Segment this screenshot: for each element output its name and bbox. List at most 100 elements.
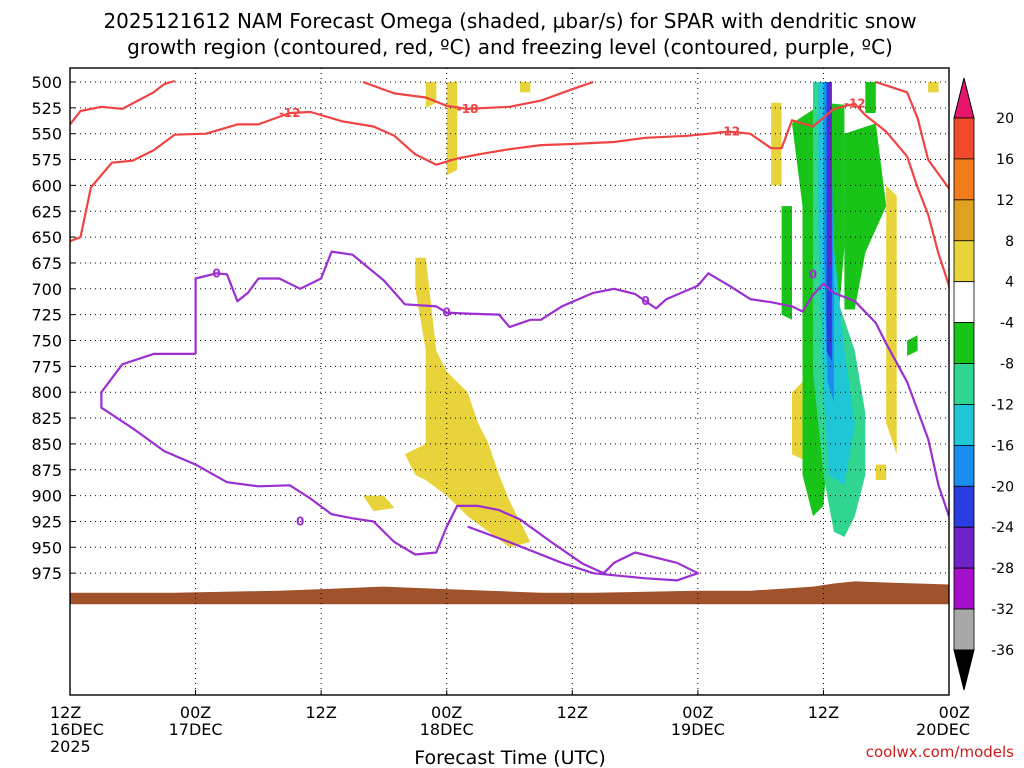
colorbar: 20 16 12 8 4 -4 -8 -12 -16 -20 -24 -28 -32 -36: [953, 77, 1014, 691]
y-tick-label-575: 575: [31, 151, 62, 170]
omega-region-9: [792, 381, 803, 460]
colorbar-box-3: [953, 199, 975, 242]
colorbar-box-10: [953, 485, 975, 528]
y-tick-label-700: 700: [31, 280, 62, 299]
x-tick-label-84-1: 20DEC: [916, 720, 970, 739]
colorbar-label-8: -16: [991, 438, 1014, 454]
x-tick-label-72-0: 12Z: [808, 703, 839, 722]
y-axis: 500 525 550 575 600 625 650 675 700 725 750 775 800 8…: [31, 73, 75, 583]
x-tick-label-48-0: 12Z: [557, 703, 588, 722]
y-tick-label-800: 800: [31, 383, 62, 402]
terrain-polygon: [70, 581, 949, 605]
x-axis-title: Forecast Time (UTC): [414, 747, 605, 768]
colorbar-box-13: [953, 608, 975, 651]
colorbar-top-triangle: [953, 77, 975, 119]
omega-region-14: [844, 123, 887, 310]
y-tick-label-925: 925: [31, 512, 62, 531]
y-tick-label-600: 600: [31, 176, 62, 195]
contour-labels: -12 -18 -12 -12 0 0 0 0 0: [212, 97, 865, 529]
contour-label-frz_e: 0: [296, 514, 304, 528]
colorbar-box-8: [953, 404, 975, 446]
y-tick-label-750: 750: [31, 332, 62, 351]
colorbar-box-2: [953, 158, 975, 201]
contour-label-dgz_c: -12: [718, 125, 740, 139]
contour-series-1: [70, 102, 949, 294]
x-tick-label-60-1: 19DEC: [671, 720, 725, 739]
omega-region-11: [875, 464, 887, 481]
y-tick-label-850: 850: [31, 435, 62, 454]
y-tick-label-650: 650: [31, 228, 62, 247]
omega-shading: [363, 82, 939, 548]
omega-region-6: [928, 82, 939, 93]
y-tick-label-525: 525: [31, 99, 62, 118]
colorbar-box-5: [953, 281, 975, 324]
plot-frame: [69, 67, 950, 696]
contour-label-frz_c: 0: [641, 294, 649, 308]
colorbar-label-4: 4: [1005, 275, 1014, 291]
omega-region-5: [771, 102, 782, 186]
contour-label-dgz_d: -12: [844, 97, 866, 111]
omega-region-16: [907, 335, 918, 356]
contour-series-4: [194, 250, 949, 517]
y-tick-label-950: 950: [31, 538, 62, 557]
x-tick-label-12-1: 17DEC: [169, 720, 223, 739]
x-tick-label-84-0: 00Z: [939, 703, 970, 722]
colorbar-label-7: -12: [991, 397, 1014, 413]
y-tick-label-975: 975: [31, 564, 62, 583]
colorbar-label-6: -8: [1000, 357, 1014, 373]
x-tick-label-0-2: 2025: [50, 737, 91, 756]
omega-region-0: [425, 82, 437, 108]
y-tick-label-725: 725: [31, 306, 62, 325]
x-tick-label-0-0: 12Z: [50, 703, 81, 722]
contour-label-frz_d: 0: [809, 267, 817, 281]
contour-series-0: [70, 79, 175, 126]
contour-series-3: [875, 80, 949, 191]
plot-area: -12 -18 -12 -12 0 0 0 0 0: [69, 67, 950, 696]
contour-label-frz_b: 0: [443, 306, 451, 320]
y-tick-label-550: 550: [31, 125, 62, 144]
y-tick-label-675: 675: [31, 254, 62, 273]
contour-label-dgz_b: -18: [457, 102, 479, 116]
omega-region-3: [404, 257, 531, 548]
y-tick-label-825: 825: [31, 409, 62, 428]
x-tick-label-12-0: 00Z: [180, 703, 211, 722]
x-tick-label-24-0: 12Z: [305, 703, 336, 722]
colorbar-box-6: [953, 322, 975, 364]
y-tick-label-775: 775: [31, 357, 62, 376]
x-tick-label-60-0: 00Z: [682, 703, 713, 722]
x-tick-label-36-1: 18DEC: [420, 720, 474, 739]
colorbar-bottom-triangle: [953, 649, 975, 691]
contour-series-5: [100, 352, 700, 582]
omega-region-12: [781, 206, 792, 320]
x-tick-label-36-0: 00Z: [431, 703, 462, 722]
colorbar-label-5: -4: [1000, 316, 1014, 332]
colorbar-label-0: 20: [996, 111, 1014, 127]
contour-series-2: [362, 80, 594, 111]
colorbar-label-3: 8: [1005, 234, 1014, 250]
colorbar-box-11: [953, 526, 975, 569]
colorbar-box-7: [953, 363, 975, 405]
y-tick-label-500: 500: [31, 73, 62, 92]
chart-title-line-2: growth region (contoured, red, ºC) and f…: [127, 35, 893, 59]
credit-text: coolwx.com/models: [866, 743, 1014, 761]
colorbar-label-1: 16: [996, 152, 1014, 168]
colorbar-label-13: -36: [991, 643, 1014, 659]
colorbar-label-10: -24: [991, 520, 1014, 536]
chart-title-line-1: 2025121612 NAM Forecast Omega (shaded, µ…: [103, 9, 916, 33]
omega-region-15: [865, 82, 876, 113]
contour-lines: [70, 79, 949, 582]
omega-region-10: [886, 185, 897, 455]
colorbar-label-11: -28: [991, 561, 1014, 577]
omega-region-21: [828, 82, 832, 269]
omega-region-2: [520, 82, 531, 93]
y-tick-label-900: 900: [31, 487, 62, 506]
terrain-fill: [70, 581, 949, 605]
colorbar-label-9: -20: [991, 479, 1014, 495]
colorbar-box-12: [953, 567, 975, 610]
y-tick-label-625: 625: [31, 202, 62, 221]
colorbar-box-1: [953, 117, 975, 160]
colorbar-box-9: [953, 444, 975, 487]
x-tick-label-0-1: 16DEC: [50, 720, 104, 739]
